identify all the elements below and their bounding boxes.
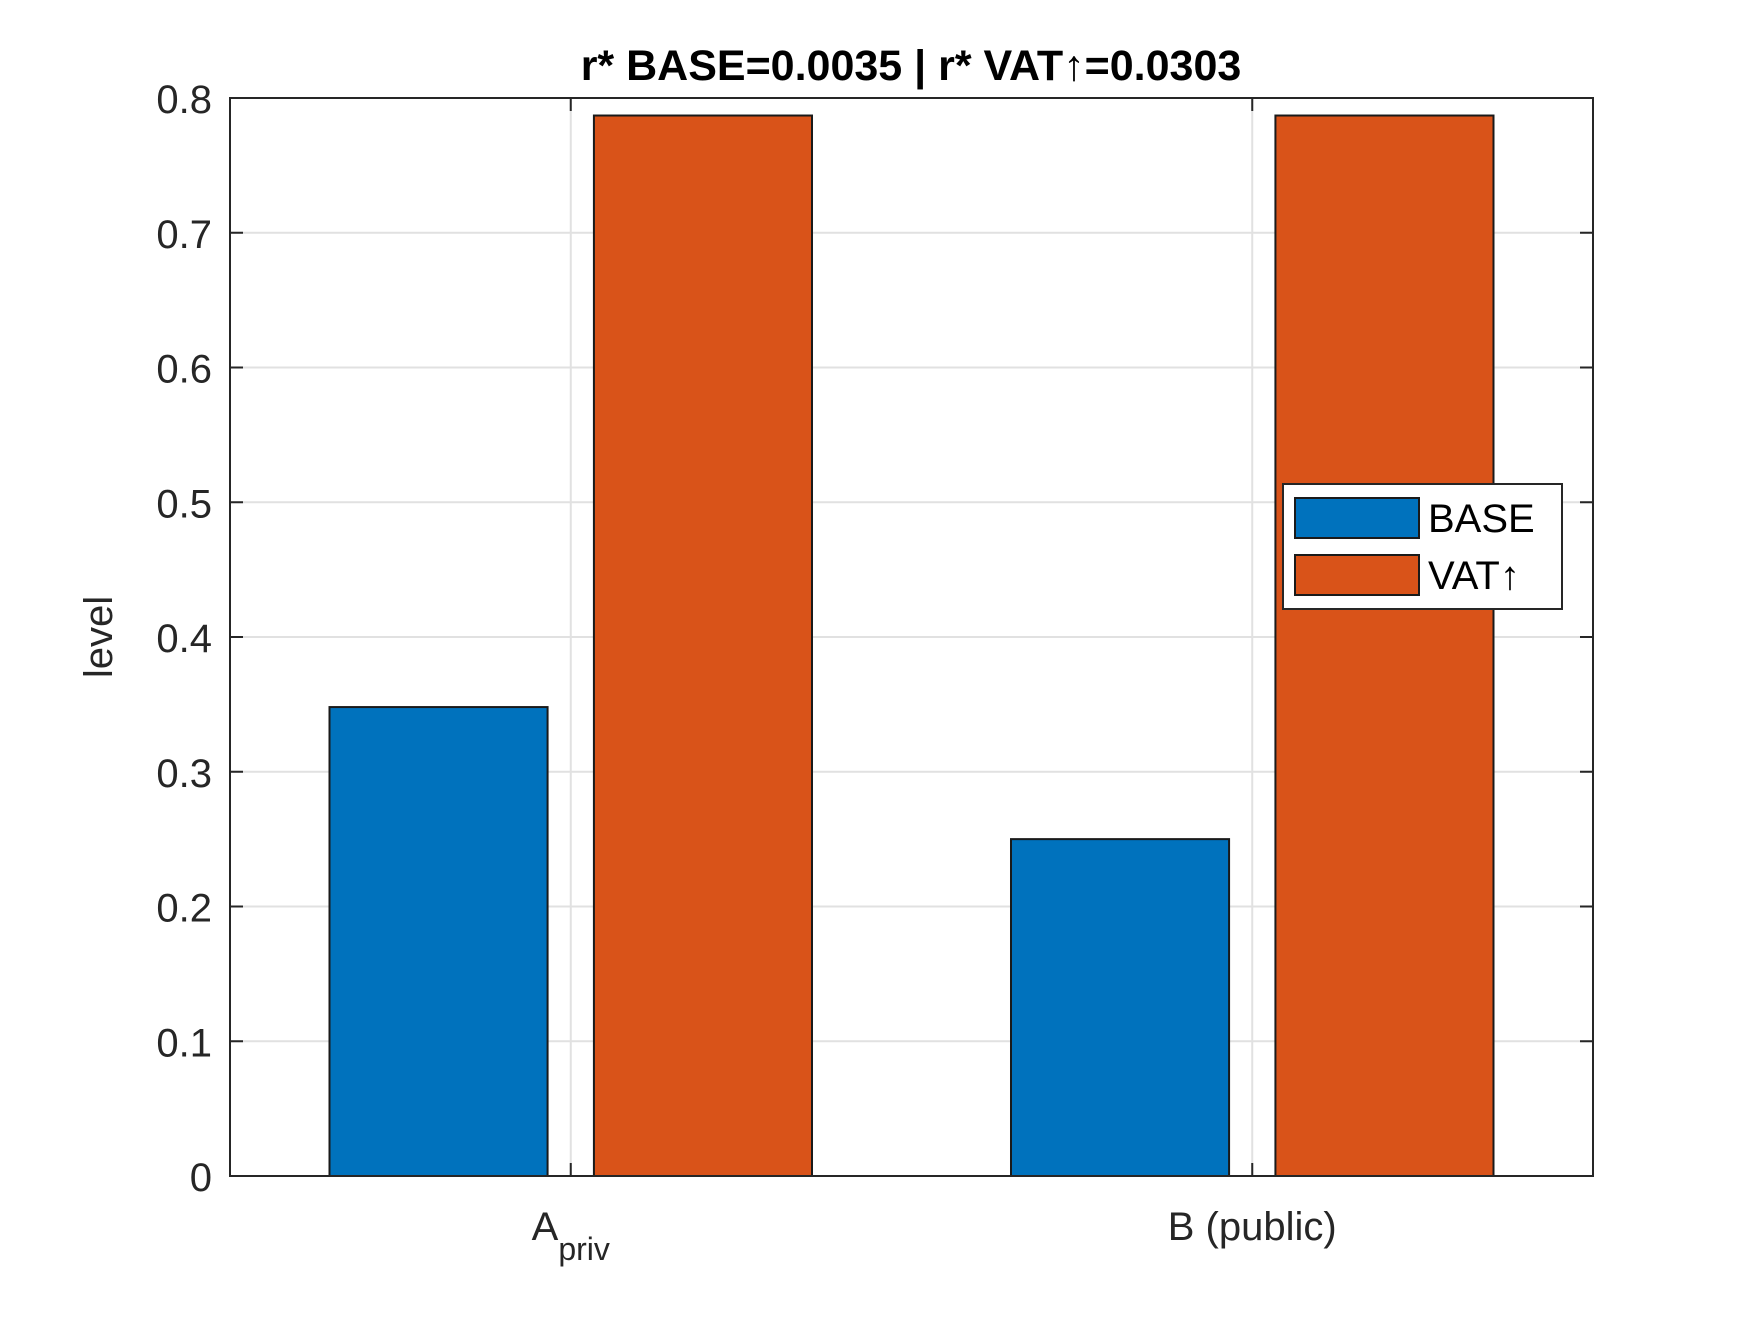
x-tick-label: B (public) xyxy=(1168,1205,1337,1249)
y-tick-label: 0.7 xyxy=(156,213,212,257)
y-tick-label: 0.5 xyxy=(156,482,212,526)
legend-label: BASE xyxy=(1428,497,1535,541)
y-tick-label: 0.6 xyxy=(156,348,212,392)
axes xyxy=(229,97,1594,1177)
chart-title: r* BASE=0.0035 | r* VAT↑=0.0303 xyxy=(581,42,1242,90)
y-tick-label: 0.1 xyxy=(156,1021,212,1065)
y-tick-label: 0.8 xyxy=(156,78,212,122)
legend-items: BASE VAT↑ xyxy=(1294,497,1535,598)
legend-swatch xyxy=(1294,554,1420,596)
x-tick-label: Apriv xyxy=(532,1205,610,1267)
y-tick-labels: 0 0.1 0.2 0.3 0.4 0.5 0.6 0.7 0.8 xyxy=(156,78,212,1200)
legend-swatch xyxy=(1294,497,1420,539)
y-tick-label: 0 xyxy=(190,1156,212,1200)
y-axis-label: level xyxy=(77,596,121,678)
bar-vat-2 xyxy=(1274,114,1495,1178)
legend: BASE VAT↑ xyxy=(1282,483,1563,610)
legend-label: VAT↑ xyxy=(1428,554,1520,598)
bar-vat-1 xyxy=(592,114,814,1178)
x-tick-labels: Apriv B (public) xyxy=(532,1205,1337,1267)
y-tick-label: 0.2 xyxy=(156,887,212,931)
y-tick-label: 0.4 xyxy=(156,617,212,661)
bar-base-2 xyxy=(1009,838,1231,1177)
bar-base-1 xyxy=(328,706,549,1177)
y-tick-label: 0.3 xyxy=(156,752,212,796)
bars xyxy=(328,114,1495,1178)
